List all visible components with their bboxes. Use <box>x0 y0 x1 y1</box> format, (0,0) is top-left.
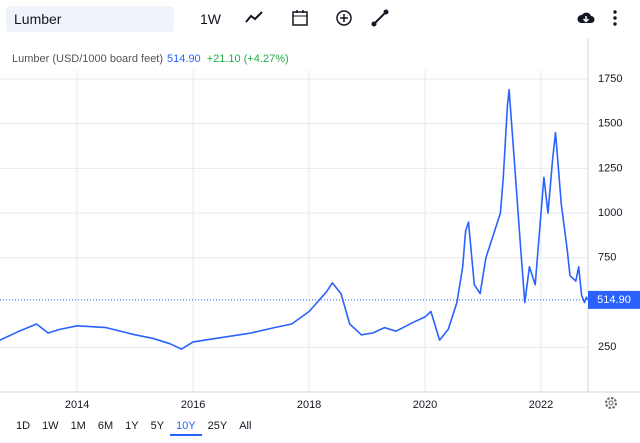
range-button[interactable]: 10Y <box>170 418 202 436</box>
y-tick-label: 750 <box>598 252 616 264</box>
range-button[interactable]: 25Y <box>207 420 228 432</box>
range-button[interactable]: 5Y <box>150 420 165 432</box>
range-button[interactable]: 1Y <box>125 420 139 432</box>
search-box[interactable]: Lumber <box>6 6 174 32</box>
x-tick-label: 2022 <box>529 399 553 411</box>
last-price-label: 514.90 <box>597 294 631 306</box>
range-button[interactable]: 1M <box>70 420 86 432</box>
x-tick-label: 2018 <box>297 399 321 411</box>
y-tick-label: 1750 <box>598 73 622 85</box>
price-line-series <box>0 88 589 350</box>
draw-icon[interactable] <box>370 8 390 28</box>
range-button[interactable]: 1W <box>42 420 59 432</box>
x-tick-label: 2016 <box>181 399 205 411</box>
y-tick-label: 250 <box>598 341 616 353</box>
menu-icon[interactable] <box>610 8 620 28</box>
chart: Lumber (USD/1000 board feet) 514.90 +21.… <box>0 38 640 411</box>
last-price-box <box>588 290 640 309</box>
toolbar: Lumber 1W <box>0 0 640 38</box>
calendar-icon[interactable] <box>290 8 310 28</box>
range-selector: 1D 1W 1M 6M 1Y 5Y 10Y 25Y All <box>10 418 257 436</box>
add-icon[interactable] <box>334 8 354 28</box>
interval-button[interactable]: 1W <box>200 11 221 27</box>
header-price: 514.90 <box>167 53 201 65</box>
range-button[interactable]: 6M <box>97 420 114 432</box>
chart-title: Lumber (USD/1000 board feet) <box>12 53 163 65</box>
x-tick-label: 2014 <box>65 399 89 411</box>
range-button[interactable]: 1D <box>16 420 31 432</box>
settings-icon[interactable] <box>603 395 619 411</box>
x-tick-label: 2020 <box>413 399 437 411</box>
y-tick-label: 1000 <box>598 207 622 219</box>
y-tick-label: 1250 <box>598 162 622 174</box>
download-icon[interactable] <box>576 8 596 28</box>
chart-style-icon[interactable] <box>244 8 264 28</box>
header-change: +21.10 (+4.27%) <box>207 53 289 65</box>
y-tick-label: 1500 <box>598 118 622 130</box>
range-button[interactable]: All <box>239 420 252 432</box>
